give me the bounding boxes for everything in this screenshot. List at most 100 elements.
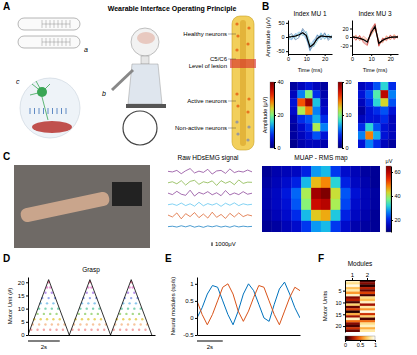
colorbar-axis: 204060 <box>391 167 401 233</box>
cell <box>345 297 360 299</box>
cell <box>305 99 313 107</box>
tick: 20 <box>342 26 352 32</box>
cell <box>345 318 360 320</box>
cell <box>282 188 292 199</box>
cell <box>298 132 306 140</box>
cell <box>321 177 331 188</box>
spike <box>84 313 86 315</box>
axis-line <box>197 278 198 336</box>
cell <box>298 140 306 148</box>
cell <box>360 287 375 289</box>
cell <box>388 82 396 90</box>
cell <box>360 221 370 232</box>
title: Grasp <box>82 266 100 274</box>
tick-mark <box>26 309 28 310</box>
cell <box>345 308 360 310</box>
cell <box>313 140 321 148</box>
cell <box>370 177 380 188</box>
cell <box>373 99 381 107</box>
cell <box>282 166 292 177</box>
plot-area <box>352 23 398 46</box>
tick-label: 0 <box>345 34 348 40</box>
spike <box>120 323 122 325</box>
cell <box>345 289 360 291</box>
cell <box>305 82 313 90</box>
x-axis: 01020 <box>351 54 399 62</box>
cell <box>370 166 380 177</box>
y-axis: 05101520 <box>18 278 29 339</box>
panel-letter: C <box>3 151 10 162</box>
tick-mark <box>274 82 276 83</box>
spike <box>62 329 64 331</box>
cell <box>311 177 321 188</box>
cell <box>292 166 302 177</box>
cell <box>345 323 360 325</box>
tick: 40 <box>274 79 284 85</box>
plot-area <box>28 280 152 335</box>
healthy-neuron <box>246 42 249 45</box>
electrode-grid <box>42 42 70 43</box>
photo-arm <box>20 191 111 223</box>
cell <box>341 221 351 232</box>
cell <box>370 188 380 199</box>
cell <box>360 199 370 210</box>
cell <box>313 115 321 123</box>
line <box>288 29 332 50</box>
scale-bar-label: 1000μV <box>215 241 236 247</box>
cell <box>262 199 272 210</box>
spike <box>135 302 137 304</box>
spike-train <box>48 108 49 114</box>
axis-line <box>346 340 376 341</box>
tick: 15 <box>18 293 28 299</box>
cell <box>341 199 351 210</box>
neck <box>141 56 149 64</box>
line <box>168 180 252 186</box>
cell <box>321 210 331 221</box>
y-axis: -20020 <box>341 21 353 55</box>
cell <box>298 82 306 90</box>
spike <box>133 323 135 325</box>
cell <box>351 221 361 232</box>
cell <box>341 166 351 177</box>
line <box>168 169 252 175</box>
tick-mark <box>195 284 197 285</box>
line <box>352 29 398 42</box>
cell <box>262 210 272 221</box>
brain <box>137 32 155 44</box>
tick-mark <box>26 282 28 283</box>
cell <box>298 90 306 98</box>
cell <box>351 177 361 188</box>
cell <box>272 188 282 199</box>
spike <box>78 313 80 315</box>
cell <box>360 320 375 322</box>
cell <box>290 115 298 123</box>
cell <box>311 166 321 177</box>
cell <box>282 199 292 210</box>
axis-line <box>353 54 399 55</box>
cord-label: C5/C6 <box>210 56 228 62</box>
spike <box>92 323 94 325</box>
cell <box>360 306 375 308</box>
cell <box>358 140 366 148</box>
line <box>288 33 332 47</box>
y-axis: -0.500.51 <box>183 278 197 339</box>
tick: 0.5 <box>357 340 365 348</box>
cell <box>370 210 380 221</box>
tick: 1 <box>351 272 355 281</box>
cell <box>298 99 306 107</box>
spike <box>81 318 83 320</box>
cell <box>320 132 328 140</box>
cell <box>290 107 298 115</box>
cell <box>351 210 361 221</box>
tick-label: -50 <box>277 48 285 54</box>
cell <box>345 325 360 327</box>
panel-letter: B <box>262 1 269 12</box>
tick: 20 <box>18 280 28 286</box>
cell <box>360 166 370 177</box>
cell <box>345 285 360 287</box>
tick: 0 <box>342 145 349 151</box>
spike-train <box>61 108 62 114</box>
cell <box>345 282 360 284</box>
cell <box>262 221 272 232</box>
cell <box>320 90 328 98</box>
